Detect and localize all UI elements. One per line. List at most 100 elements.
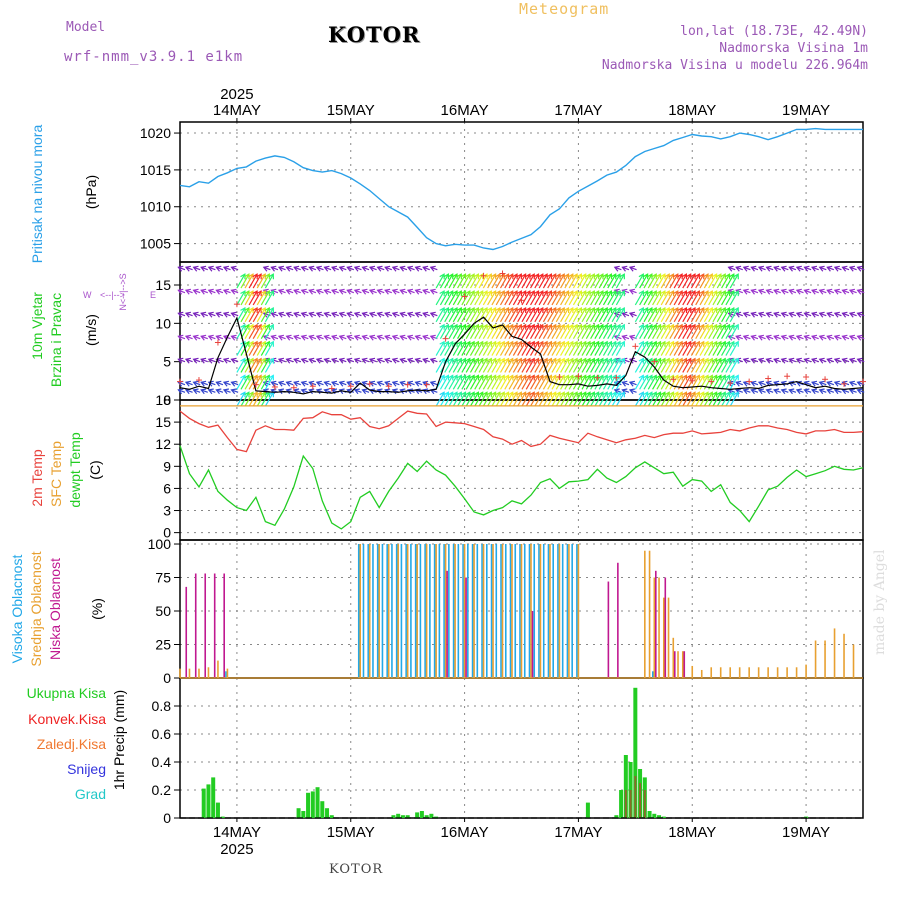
wind-arrow [585,307,591,314]
wind-arrow [564,391,574,407]
wind-arrow [184,311,192,318]
wind-arrow [391,334,398,341]
wind-arrow [469,290,475,297]
wind-arrow [795,334,802,341]
wind-arrow [634,341,644,356]
wind-arrow [555,375,565,390]
wind-arrow [703,391,709,398]
wind-arrow [429,288,436,295]
wind-arrow [757,311,765,318]
wind-arrow [546,290,553,297]
wind-arrow [647,374,653,381]
wind-arrow [439,307,445,314]
wind-arrow [590,273,600,289]
wind-arrows [177,265,865,407]
wind-arrow [708,324,718,339]
wind-arrow [361,380,368,387]
wind-arrow [495,307,505,323]
wind-arrow [252,324,262,339]
panel-frame [179,121,864,263]
wind-arrow [602,290,608,297]
wind-arrow [264,324,274,339]
wind-arrow [244,340,250,347]
wind-arrow [686,391,696,407]
wind-arrow [712,324,722,339]
wind-arrow [551,374,557,381]
wind-arrow [452,358,462,373]
wind-arrow [615,307,625,323]
wind-arrow [589,340,595,347]
wind-arrow [725,324,735,339]
wind-arrow [264,374,270,381]
wind-arrow [551,307,557,314]
precip-bar-convective [624,790,627,818]
wind-arrow [439,391,445,398]
wind-arrow [495,324,505,339]
wind-arrow [368,357,376,364]
wind-arrow [585,391,591,398]
wind-arrow [530,341,540,356]
wind-arrow [521,375,531,390]
wind-arrow [315,380,322,387]
wind-arrow [361,311,368,318]
wind-arrow [721,358,731,373]
wind-arrow [572,307,582,323]
wind-arrow [546,391,553,398]
wind-arrow [725,307,735,323]
wind-arrow [546,323,553,330]
wind-arrow [598,391,608,407]
wind-arrow [521,340,527,347]
wind-arrow [664,374,670,381]
wind-arrow [694,290,701,297]
wind-arrow [508,375,518,390]
wind-arrow [724,306,731,314]
wind-arrow [725,290,735,306]
wind-arrow [598,273,604,280]
wind-arrow [664,324,674,339]
bottom-day-label: 17MAY [554,824,602,841]
wind-arrow [619,340,625,347]
wind-arrow [742,357,749,364]
wind-arrow [200,334,207,341]
wind-arrow [482,341,492,356]
wind-arrow [456,307,462,314]
wind-arrow [429,380,436,387]
wind-arrow [560,391,570,407]
wind-arrow [376,388,383,395]
wind-arrow [716,375,726,390]
wind-arrow [673,391,679,398]
wind-arrow [192,288,199,295]
wind-arrow [695,391,705,407]
wind-arrow [495,340,501,347]
wind-arrow [707,290,713,297]
wind-arrow [268,273,274,280]
wind-arrow [495,307,501,314]
wind-arrow [473,273,480,280]
wind-arrow [729,391,735,398]
wind-arrow [572,307,578,314]
wind-arrow [699,357,705,364]
wind-arrow [503,357,510,364]
wind-arrow [559,273,565,280]
wind-arrow [230,334,237,341]
wind-arrow [729,391,739,407]
wind-arrow [634,290,644,306]
compass-west: W [83,290,92,300]
wind-arrow [551,391,557,398]
wind-arrow [461,391,471,407]
wind-arrow [664,307,674,323]
wind-arrow [694,273,701,280]
wind-arrow [795,357,802,364]
wind-arrow [474,307,484,323]
wind-arrow [308,311,315,318]
wind-arrow [555,307,561,314]
wind-arrow [384,265,391,272]
wind-arrow [521,273,531,289]
wind-arrow [490,323,497,330]
wind-arrow [590,358,600,373]
top-day-label: 18MAY [668,102,716,119]
wind-arrow [469,358,479,373]
wind-arrow [457,358,467,373]
wind-arrow [643,273,653,289]
